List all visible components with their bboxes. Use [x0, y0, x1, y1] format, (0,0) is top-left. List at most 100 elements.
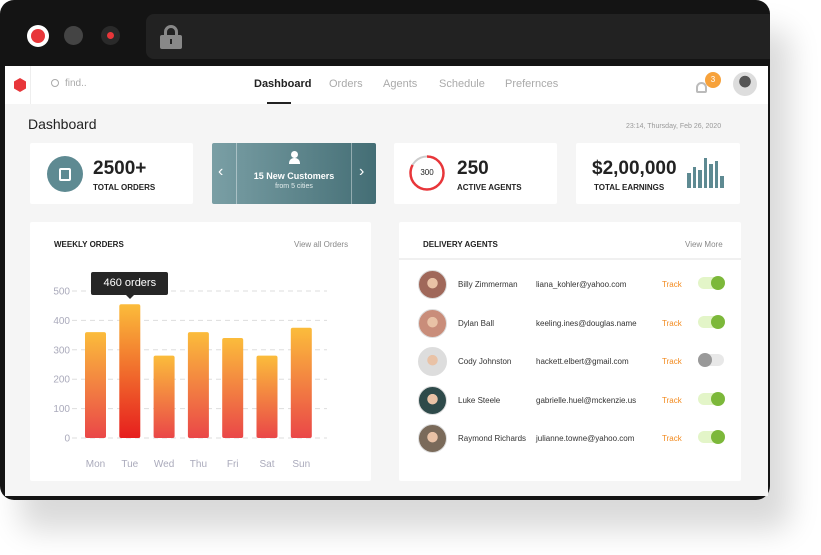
agent-row: Billy Zimmerman liana_kohler@yahoo.com T… [399, 266, 741, 304]
tab-preferences[interactable]: Prefernces [505, 78, 559, 90]
sparkline-bar [703, 158, 707, 188]
agent-email: gabrielle.huel@mckenzie.us [536, 395, 637, 405]
tab-dashboard[interactable]: Dashboard [254, 78, 312, 90]
agent-name: Billy Zimmerman [458, 280, 518, 289]
total-earnings-card: $2,00,000 TOTAL EARNINGS [576, 143, 740, 204]
sparkline-bar [714, 161, 718, 188]
sparkline-bar [720, 176, 724, 188]
bar-thu[interactable] [187, 332, 209, 438]
bar-sun[interactable] [290, 327, 312, 438]
agent-row: Dylan Ball keeling.ines@douglas.name Tra… [399, 305, 741, 343]
x-tick-label: Thu [190, 459, 207, 470]
lock-icon [160, 25, 182, 49]
x-tick-label: Tue [121, 459, 138, 470]
y-tick-label: 200 [53, 375, 70, 386]
agents-ring-value: 300 [420, 168, 434, 177]
search-icon [51, 79, 59, 87]
bar-fri[interactable] [222, 338, 244, 438]
agent-name: Raymond Richards [458, 434, 527, 443]
delivery-agents-title: DELIVERY AGENTS [423, 240, 498, 249]
search-field[interactable]: find.. [51, 78, 171, 92]
active-tab-indicator [267, 102, 291, 104]
record-button[interactable] [101, 26, 120, 45]
agent-row: Cody Johnston hackett.elbert@gmail.com T… [399, 343, 741, 381]
bar-tue[interactable] [119, 304, 141, 438]
track-link[interactable]: Track [662, 434, 682, 443]
page-title: Dashboard [28, 116, 97, 132]
y-tick-label: 500 [53, 287, 70, 298]
bar-wed[interactable] [153, 355, 175, 438]
total-earnings-label: TOTAL EARNINGS [594, 183, 665, 192]
agent-name: Luke Steele [458, 395, 501, 405]
next-arrow-icon[interactable]: › [359, 163, 365, 180]
weekly-orders-title: WEEKLY ORDERS [54, 240, 124, 249]
agent-avatar [418, 424, 447, 453]
user-avatar[interactable] [733, 72, 757, 96]
agent-toggle[interactable] [698, 314, 725, 329]
y-tick-label: 0 [64, 434, 70, 445]
y-tick-label: 100 [53, 404, 70, 415]
agent-avatar [418, 385, 447, 415]
x-tick-label: Sat [259, 459, 274, 470]
weekly-orders-chart: 0 100 200 300 400 500 Mon Tue Wed Thu Fri Sat Sun [53, 287, 327, 470]
agent-email: hackett.elbert@gmail.com [536, 357, 629, 366]
view-more-link[interactable]: View More [685, 240, 723, 249]
total-orders-label: TOTAL ORDERS [93, 183, 156, 192]
agent-name: Cody Johnston [458, 357, 512, 366]
track-link[interactable]: Track [662, 395, 682, 405]
track-link[interactable]: Track [662, 280, 682, 289]
agent-avatar [418, 308, 447, 338]
agent-toggle[interactable] [698, 391, 725, 406]
prev-arrow-icon[interactable]: ‹ [218, 163, 224, 180]
x-tick-label: Mon [86, 459, 105, 470]
agent-avatar [418, 270, 447, 299]
active-agents-value: 250 [457, 158, 489, 179]
new-customers-card: ‹ › 15 New Customers from 5 cities [212, 143, 376, 204]
address-bar[interactable] [146, 14, 770, 59]
notification-badge: 3 [705, 72, 721, 88]
agent-name: Dylan Ball [458, 318, 495, 328]
delivery-agents-panel: DELIVERY AGENTS View More Billy Zimmerma… [399, 222, 741, 481]
user-add-icon [289, 151, 300, 165]
sparkline-bar [709, 164, 713, 188]
new-customers-subtitle: from 5 cities [275, 183, 313, 190]
bell-icon[interactable] [696, 82, 707, 93]
view-all-orders-link[interactable]: View all Orders [294, 240, 349, 249]
agent-toggle[interactable] [698, 276, 725, 290]
track-link[interactable]: Track [662, 357, 682, 366]
x-tick-label: Sun [292, 459, 310, 470]
x-tick-label: Fri [227, 459, 239, 470]
tooltip-text: 460 orders [103, 277, 157, 290]
earnings-sparkline [687, 158, 725, 188]
logo-icon [14, 78, 26, 92]
agents-progress-ring [409, 155, 445, 191]
sparkline-bar [687, 173, 691, 188]
minimize-button[interactable] [64, 26, 83, 45]
agent-email: julianne.towne@yahoo.com [536, 434, 635, 443]
shopping-bag-icon [47, 156, 83, 192]
search-placeholder: find.. [65, 78, 87, 89]
agent-row: Raymond Richards julianne.towne@yahoo.co… [399, 420, 741, 458]
top-nav: find.. Dashboard Orders Agents Schedule … [5, 66, 768, 104]
total-earnings-value: $2,00,000 [592, 158, 677, 179]
active-agents-label: ACTIVE AGENTS [457, 183, 522, 192]
close-button[interactable] [27, 25, 49, 47]
active-agents-card: 300 250 ACTIVE AGENTS [394, 143, 557, 204]
total-orders-card: 2500+ TOTAL ORDERS [30, 143, 193, 204]
agent-avatar [418, 347, 447, 376]
tab-orders[interactable]: Orders [329, 78, 363, 90]
tab-agents[interactable]: Agents [383, 78, 418, 90]
agent-toggle[interactable] [698, 430, 725, 444]
sparkline-bar [692, 167, 696, 188]
agent-email: liana_kohler@yahoo.com [536, 280, 627, 289]
app-screen: find.. Dashboard Orders Agents Schedule … [5, 66, 768, 496]
tab-schedule[interactable]: Schedule [439, 78, 485, 90]
y-tick-label: 400 [53, 316, 70, 327]
track-link[interactable]: Track [662, 318, 682, 328]
sparkline-bar [698, 170, 702, 188]
agent-toggle[interactable] [698, 353, 724, 367]
x-tick-label: Wed [154, 459, 174, 470]
bar-mon[interactable] [85, 332, 106, 438]
bar-sat[interactable] [256, 355, 278, 438]
new-customers-title: 15 New Customers [253, 171, 335, 181]
